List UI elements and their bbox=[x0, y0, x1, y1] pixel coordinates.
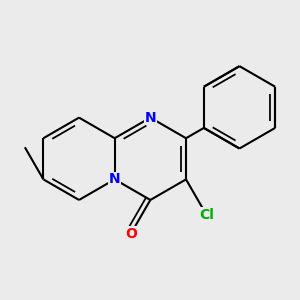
Text: N: N bbox=[145, 111, 156, 124]
Text: N: N bbox=[109, 172, 121, 186]
Text: Cl: Cl bbox=[199, 208, 214, 222]
Text: O: O bbox=[125, 227, 137, 241]
